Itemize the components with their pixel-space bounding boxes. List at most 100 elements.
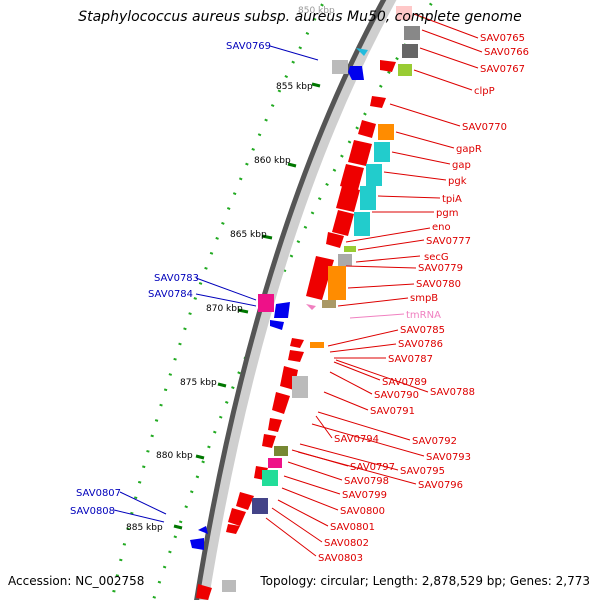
gene-label: SAV0766 bbox=[484, 47, 529, 58]
gene-label: SAV0795 bbox=[400, 466, 445, 477]
gene-gap-box bbox=[374, 142, 390, 162]
gene-label: SAV0802 bbox=[324, 538, 369, 549]
gene-label: SAV0800 bbox=[340, 506, 385, 517]
gene-tmRNA bbox=[306, 304, 316, 310]
kbp-tick-label: 860 kbp bbox=[254, 156, 291, 166]
gene-SAV0780 bbox=[306, 256, 334, 300]
forward-genes bbox=[196, 6, 420, 600]
gene-label: SAV0799 bbox=[342, 490, 387, 501]
gene-secG-box bbox=[344, 246, 356, 252]
gene-label: SAV0807 bbox=[76, 488, 121, 499]
gene-SAV0808 bbox=[190, 538, 204, 550]
gene-label: SAV0783 bbox=[154, 273, 199, 284]
gene-label: SAV0803 bbox=[318, 553, 363, 564]
gene-label: SAV0796 bbox=[418, 480, 463, 491]
gene-label: SAV0787 bbox=[388, 354, 433, 365]
gene-SAV0791 bbox=[272, 392, 290, 414]
gene-label: SAV0769 bbox=[226, 41, 271, 52]
gene-bottom bbox=[196, 584, 212, 600]
gene-SAV0798-box bbox=[268, 458, 282, 468]
leader-lines bbox=[265, 13, 483, 557]
kbp-tick-label: 875 kbp bbox=[180, 378, 217, 388]
gene-SAV0769-cyan bbox=[356, 48, 368, 56]
gene-pgm bbox=[332, 210, 354, 236]
gene-SAV0783 bbox=[258, 294, 274, 312]
gene-pgm-box bbox=[354, 212, 370, 236]
gene-SAV0784 bbox=[274, 302, 290, 318]
gene-label: SAV0786 bbox=[398, 339, 443, 350]
gene-SAV0779-box bbox=[338, 254, 352, 266]
leader-tmRNA bbox=[349, 313, 405, 319]
gene-label: tmRNA bbox=[406, 310, 441, 321]
gene-eno bbox=[326, 232, 344, 248]
gene-tpiA bbox=[336, 186, 360, 212]
leader-lines-left bbox=[113, 45, 319, 523]
kbp-tick-label: 850 kbp bbox=[298, 6, 335, 16]
gene-label: SAV0789 bbox=[382, 377, 427, 388]
gene-SAV0769-grey bbox=[332, 60, 348, 74]
gene-clpP bbox=[380, 60, 396, 72]
gene-label: SAV0765 bbox=[480, 33, 525, 44]
gene-label: SAV0779 bbox=[418, 263, 463, 274]
gene-label: eno bbox=[432, 222, 451, 233]
gene-label: SAV0767 bbox=[480, 64, 525, 75]
backbone bbox=[194, 0, 387, 600]
gene-label: pgm bbox=[436, 208, 458, 219]
gene-SAV0792 bbox=[262, 434, 276, 448]
gene-SAV0784b bbox=[270, 320, 284, 330]
map-title: Staphylococcus aureus subsp. aureus Mu50… bbox=[78, 9, 522, 25]
gene-label: SAV0780 bbox=[416, 279, 461, 290]
gene-SAV0770 bbox=[370, 96, 386, 108]
gene-label: pgk bbox=[448, 176, 467, 187]
kbp-tick-label: 885 kbp bbox=[126, 523, 163, 533]
topology-text: Topology: circular; Length: 2,878,529 bp… bbox=[260, 574, 590, 588]
gene-label: secG bbox=[424, 252, 449, 263]
gene-label: SAV0790 bbox=[374, 390, 419, 401]
gene-label: SAV0797 bbox=[350, 462, 395, 473]
gene-label: SAV0792 bbox=[412, 436, 457, 447]
gene-pgk-box bbox=[366, 164, 382, 186]
gene-label: SAV0784 bbox=[148, 289, 193, 300]
gene-SAV0769 bbox=[348, 66, 364, 80]
gene-gapR bbox=[358, 120, 376, 138]
gene-label: SAV0791 bbox=[370, 406, 415, 417]
gene-SAV0803 bbox=[228, 508, 246, 526]
kbp-tick-label: 870 kbp bbox=[206, 304, 243, 314]
gene-pgk bbox=[340, 164, 364, 190]
gene-label: SAV0798 bbox=[344, 476, 389, 487]
gene-SAV0786-box bbox=[310, 342, 324, 348]
gene-label: SAV0785 bbox=[400, 325, 445, 336]
reverse-genes bbox=[190, 48, 368, 550]
gene-gapR-box bbox=[378, 124, 394, 140]
gene-SAV0766 bbox=[404, 26, 420, 40]
right-gene-labels: SAV0765 SAV0766 SAV0767 clpP SAV0770 gap… bbox=[318, 33, 529, 564]
kbp-tick-label: 880 kbp bbox=[156, 451, 193, 461]
minor-ticks bbox=[173, 82, 321, 530]
kbp-tick-label: 855 kbp bbox=[276, 82, 313, 92]
gene-SAV0794 bbox=[268, 418, 282, 432]
gene-SAV0790-box bbox=[292, 376, 308, 398]
gene-tpiA-box bbox=[360, 186, 376, 210]
gene-gap bbox=[348, 140, 372, 166]
gene-SAV0785 bbox=[290, 338, 304, 348]
gene-label: clpP bbox=[474, 86, 495, 97]
gene-bottom-box bbox=[222, 580, 236, 592]
gene-smpB-box bbox=[322, 300, 336, 308]
gene-label: gapR bbox=[456, 144, 482, 155]
left-gene-labels: SAV0769 SAV0783 SAV0784 SAV0807 SAV0808 bbox=[70, 41, 271, 517]
gene-SAV0801 bbox=[236, 492, 254, 510]
gene-SAV0767 bbox=[402, 44, 418, 58]
gene-SAV0765 bbox=[396, 6, 412, 20]
gene-label: SAV0808 bbox=[70, 506, 115, 517]
gene-label: SAV0788 bbox=[430, 387, 475, 398]
gene-label: SAV0770 bbox=[462, 122, 507, 133]
gene-label: SAV0793 bbox=[426, 452, 471, 463]
gene-SAV0802-box bbox=[252, 498, 268, 514]
gene-SAV0787 bbox=[288, 350, 304, 362]
gene-label: smpB bbox=[410, 293, 438, 304]
accession-text: Accession: NC_002758 bbox=[8, 574, 145, 588]
gene-label: SAV0794 bbox=[334, 434, 379, 445]
gene-label: SAV0777 bbox=[426, 236, 471, 247]
